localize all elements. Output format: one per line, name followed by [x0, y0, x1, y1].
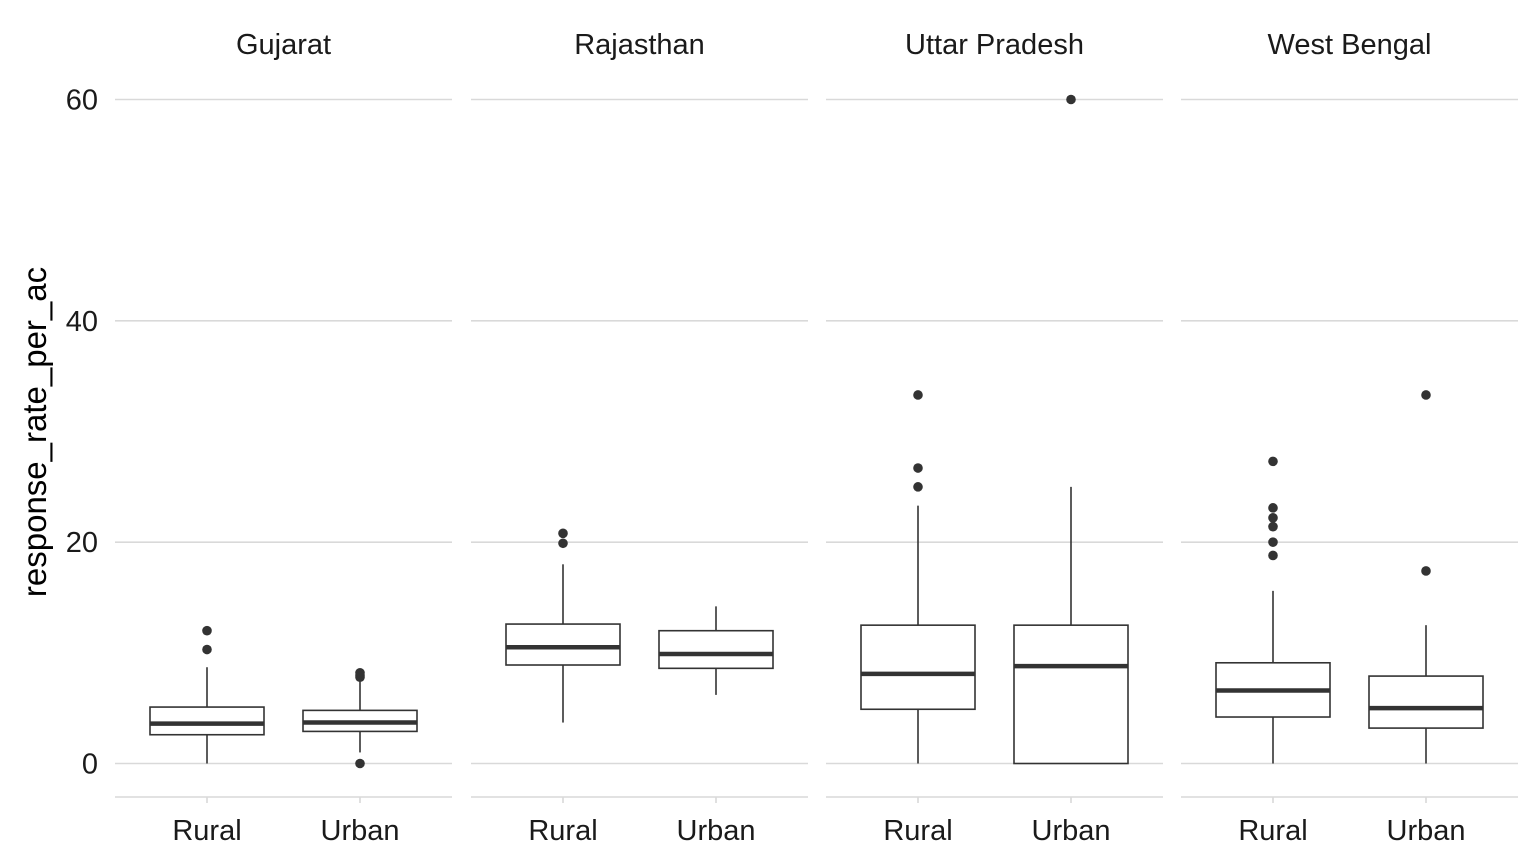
y-tick-label: 0: [82, 749, 98, 781]
iqr-box: [860, 624, 976, 711]
y-tick-label: 60: [66, 85, 98, 117]
outlier-point: [1268, 550, 1278, 561]
facets-layer: 0 20 40 60 Gujarat Rural Urban Rajasthan Rural Ur…: [66, 29, 1518, 847]
outlier-point: [355, 667, 365, 678]
iqr-box: [658, 629, 774, 670]
boxplot-rural: [149, 625, 265, 764]
boxplot-urban: [302, 667, 418, 769]
boxplot-urban: [658, 606, 774, 695]
y-axis-title: response_rate_per_ac: [16, 267, 53, 597]
boxplot-urban: [1013, 94, 1129, 765]
boxplot-urban: [1368, 390, 1484, 764]
facet-strip-title: Rajasthan: [574, 29, 705, 61]
boxplot-rural: [1215, 456, 1331, 764]
facet-strip-title: Uttar Pradesh: [905, 29, 1084, 61]
iqr-box: [505, 623, 621, 666]
boxplot-rural: [505, 528, 621, 723]
outlier-point: [1421, 390, 1431, 400]
outlier-point: [1268, 513, 1278, 523]
iqr-box: [1013, 624, 1129, 765]
outlier-point: [558, 538, 568, 549]
facet-strip-title: Gujarat: [236, 29, 331, 61]
outlier-point: [913, 463, 923, 473]
x-tick-label: Urban: [1032, 815, 1111, 847]
boxplot-rural: [860, 390, 976, 764]
outlier-point: [202, 625, 212, 636]
outlier-point: [1268, 503, 1278, 513]
outlier-point: [355, 758, 365, 769]
outlier-point: [1268, 456, 1278, 467]
x-tick-label: Rural: [172, 815, 241, 847]
x-tick-label: Rural: [1238, 815, 1307, 847]
facet-panel: Gujarat Rural Urban: [115, 29, 452, 847]
facet-panel: Uttar Pradesh Rural Urban: [826, 29, 1163, 847]
outlier-point: [558, 528, 568, 539]
outlier-point: [1066, 94, 1076, 105]
outlier-point: [913, 482, 923, 492]
facet-panel: West Bengal Rural Urban: [1181, 29, 1518, 847]
facet-panel: Rajasthan Rural Urban: [471, 29, 808, 847]
x-tick-label: Urban: [1387, 815, 1466, 847]
outlier-point: [913, 390, 923, 400]
outlier-point: [202, 644, 212, 655]
x-tick-label: Urban: [321, 815, 400, 847]
iqr-box: [149, 706, 265, 736]
y-tick-label: 20: [66, 527, 98, 559]
x-tick-label: Rural: [883, 815, 952, 847]
iqr-box: [1368, 675, 1484, 729]
x-tick-label: Urban: [677, 815, 756, 847]
y-tick-label: 40: [66, 306, 98, 338]
x-tick-label: Rural: [528, 815, 597, 847]
outlier-point: [1268, 521, 1278, 532]
outlier-point: [1421, 566, 1431, 576]
outlier-point: [1268, 537, 1278, 547]
facet-strip-title: West Bengal: [1268, 29, 1432, 61]
